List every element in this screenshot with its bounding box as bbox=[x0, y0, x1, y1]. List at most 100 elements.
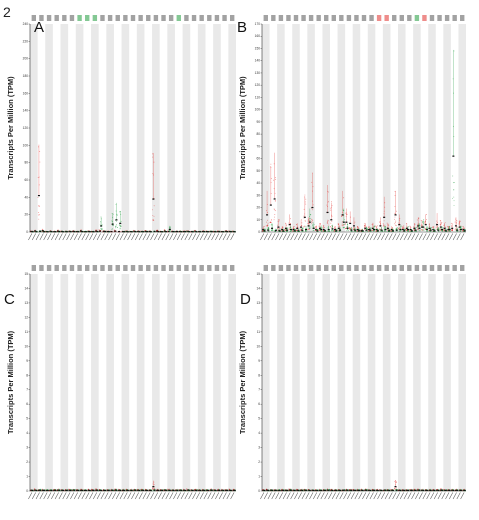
data-point bbox=[444, 222, 446, 224]
group-label-mark bbox=[214, 15, 220, 21]
group-label-mark bbox=[460, 15, 465, 21]
data-point bbox=[289, 227, 291, 228]
group-label-mark bbox=[130, 265, 136, 271]
data-point bbox=[327, 230, 329, 232]
data-point bbox=[321, 227, 323, 229]
median-marker bbox=[69, 489, 72, 492]
median-marker bbox=[339, 229, 342, 231]
data-point bbox=[393, 229, 395, 231]
data-point bbox=[343, 197, 344, 199]
data-point bbox=[353, 226, 355, 228]
data-point bbox=[267, 224, 268, 226]
median-marker bbox=[323, 230, 326, 232]
data-point bbox=[400, 230, 402, 231]
median-marker bbox=[98, 230, 101, 232]
data-point bbox=[345, 228, 347, 229]
data-point bbox=[310, 226, 312, 228]
data-point bbox=[116, 220, 117, 222]
y-tick-label: 240 bbox=[23, 22, 29, 26]
background-stripe bbox=[121, 274, 130, 491]
median-marker bbox=[187, 231, 190, 233]
data-point bbox=[366, 227, 368, 229]
background-stripe bbox=[213, 274, 221, 491]
group-label-mark bbox=[176, 265, 181, 271]
data-point bbox=[400, 225, 402, 227]
median-marker bbox=[88, 489, 91, 492]
data-point bbox=[306, 228, 308, 230]
median-marker bbox=[296, 227, 299, 229]
group-label-mark bbox=[222, 265, 227, 271]
sample-label-mark bbox=[70, 492, 75, 500]
data-point bbox=[312, 229, 314, 231]
median-marker bbox=[305, 228, 308, 231]
group-label-mark bbox=[146, 265, 151, 271]
data-point bbox=[327, 219, 329, 221]
data-point bbox=[459, 230, 461, 232]
median-marker bbox=[418, 227, 421, 229]
median-marker bbox=[345, 221, 348, 223]
sample-label-mark bbox=[226, 492, 231, 500]
group-label-mark bbox=[54, 15, 59, 21]
sample-label-mark bbox=[73, 233, 78, 241]
background-stripe bbox=[228, 24, 236, 232]
data-point bbox=[408, 230, 409, 232]
median-marker bbox=[144, 230, 147, 232]
data-point bbox=[311, 222, 313, 224]
y-tick-label: 10 bbox=[24, 344, 28, 348]
data-point bbox=[341, 221, 343, 222]
median-marker bbox=[301, 229, 304, 231]
sample-label-mark bbox=[218, 233, 223, 241]
data-point bbox=[310, 218, 312, 220]
data-point bbox=[303, 225, 305, 227]
data-point bbox=[339, 230, 341, 232]
data-point bbox=[394, 206, 396, 207]
data-point bbox=[278, 219, 279, 221]
data-point bbox=[153, 218, 155, 220]
median-marker bbox=[352, 225, 355, 227]
data-point bbox=[286, 230, 288, 232]
group-label-mark bbox=[286, 15, 291, 21]
data-point bbox=[414, 227, 416, 229]
sample-label-mark bbox=[215, 492, 220, 500]
median-marker bbox=[100, 225, 103, 227]
data-point bbox=[270, 221, 272, 223]
data-point bbox=[416, 226, 418, 228]
sample-label-mark bbox=[301, 233, 306, 241]
sample-label-mark bbox=[222, 492, 227, 500]
median-marker bbox=[384, 228, 387, 231]
data-point bbox=[441, 222, 442, 224]
data-point bbox=[415, 230, 417, 232]
y-tick-label: 5 bbox=[26, 417, 28, 421]
panel-label: B bbox=[237, 19, 247, 36]
group-label-mark bbox=[316, 15, 321, 21]
panel-B: 0102030405060708090100110120130140150160… bbox=[237, 15, 466, 241]
data-point bbox=[41, 231, 43, 232]
sample-label-mark bbox=[392, 233, 397, 241]
sample-label-mark bbox=[35, 492, 40, 500]
sample-label-mark bbox=[433, 233, 438, 241]
group-label-mark bbox=[123, 265, 128, 271]
data-point bbox=[274, 210, 276, 212]
median-marker bbox=[456, 229, 459, 231]
data-point bbox=[116, 224, 118, 226]
data-point bbox=[403, 226, 405, 228]
sample-label-mark bbox=[131, 233, 136, 241]
data-point bbox=[98, 229, 100, 231]
median-marker bbox=[346, 227, 349, 229]
data-point bbox=[310, 218, 312, 220]
sample-label-mark bbox=[123, 233, 128, 241]
data-point bbox=[370, 227, 372, 229]
y-axis-label: Transcripts Per Million (TPM) bbox=[6, 330, 15, 434]
sample-label-mark bbox=[146, 492, 151, 500]
median-marker bbox=[172, 231, 175, 233]
sample-label-mark bbox=[207, 233, 212, 241]
background-stripe bbox=[228, 274, 236, 491]
data-point bbox=[74, 488, 76, 490]
data-point bbox=[450, 230, 451, 232]
background-stripe bbox=[45, 24, 53, 232]
median-marker bbox=[46, 489, 49, 492]
sample-label-mark bbox=[73, 492, 78, 500]
data-point bbox=[349, 228, 351, 230]
data-point bbox=[453, 196, 455, 198]
